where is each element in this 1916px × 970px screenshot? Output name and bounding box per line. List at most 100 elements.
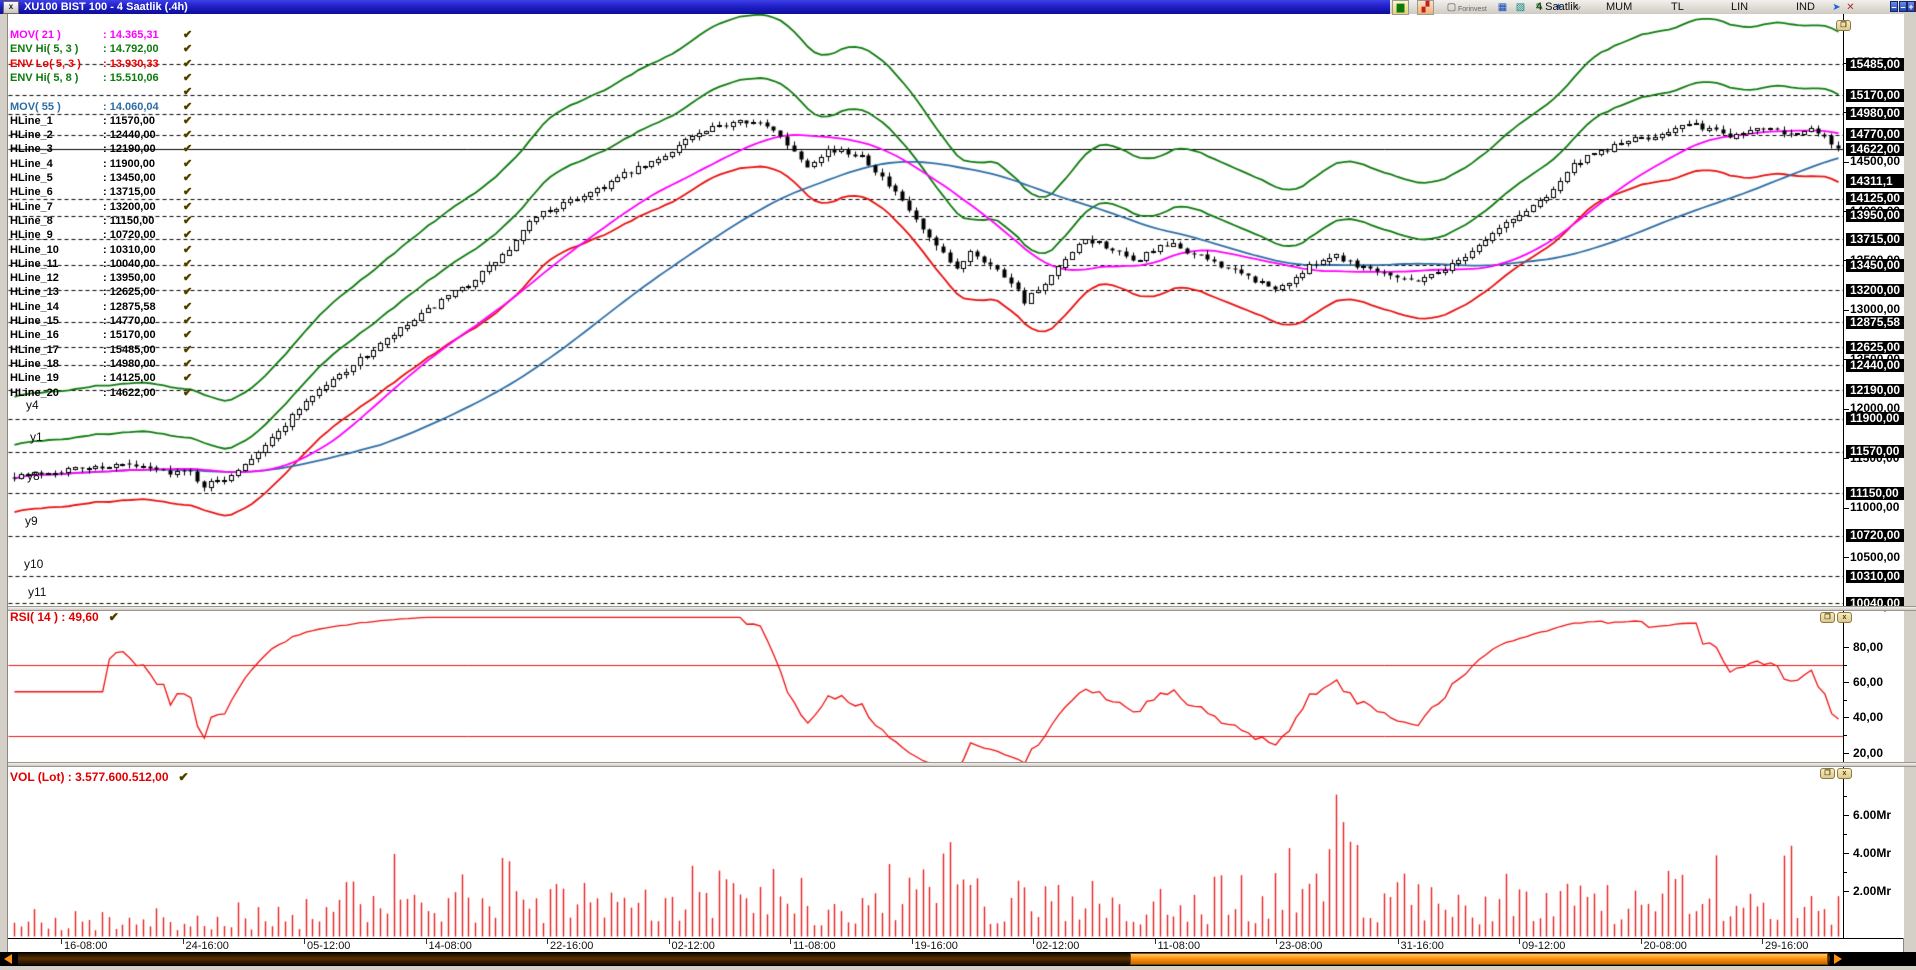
legend-check-icon[interactable]: ✔ [183,186,193,199]
template-icon[interactable]: ▧ [1515,2,1526,13]
time-tick [1033,939,1034,944]
trendline-handle-label[interactable]: y9 [25,514,38,528]
legend-check-icon[interactable]: ✔ [183,43,193,56]
scale-dropdown[interactable]: LIN [1731,1,1749,13]
trendline-handle-label[interactable]: y4 [26,398,39,412]
grid-layout-icon[interactable]: ▦ [1497,2,1508,13]
legend-check-icon[interactable]: ✔ [183,229,193,242]
rsi-panel-close-button[interactable]: x [1837,612,1852,623]
trendline-handle-label[interactable]: y8 [27,469,40,483]
legend-check-icon[interactable]: ✔ [183,329,193,342]
rsi-check-icon[interactable]: ✔ [108,610,119,624]
volume-chart[interactable] [8,768,1843,938]
window-minimize-button[interactable]: – [1890,1,1898,12]
legend-row[interactable]: HLine_1: 11570,00 ✔ [10,115,192,128]
legend-check-icon[interactable]: ✔ [183,57,193,70]
period-dropdown[interactable]: 4 Saatlik [1536,1,1579,13]
rsi-panel-restore-button[interactable]: ❐ [1820,612,1835,623]
legend-row[interactable]: HLine_17: 15485,00 ✔ [10,344,192,357]
legend-row[interactable]: ENV Hi( 5, 3 ): 14.792,00 ✔ [10,43,192,56]
legend-check-icon[interactable]: ✔ [183,386,193,399]
volume-check-icon[interactable]: ✔ [178,770,189,784]
legend-check-icon[interactable]: ✔ [183,29,193,41]
rsi-chart[interactable] [8,612,1843,766]
legend-row[interactable]: HLine_9: 10720,00 ✔ [10,229,192,242]
indicator-dropdown[interactable]: IND [1796,1,1815,13]
legend-row[interactable]: ENV Hi( 5, 8 ): 15.510,06 ✔ [10,72,192,85]
legend-row[interactable]: HLine_4: 11900,00 ✔ [10,158,192,171]
legend-row[interactable]: HLine_6: 13715,00 ✔ [10,186,192,199]
compass-star-icon[interactable]: ✦ [1554,2,1563,13]
legend-check-icon[interactable]: ✔ [183,86,193,99]
legend-row-label: ENV Hi( 5, 3 ) [10,43,79,56]
trendline-handle-label[interactable]: y10 [24,557,44,571]
legend-check-icon[interactable]: ✔ [183,129,193,142]
legend-check-icon[interactable]: ✔ [183,157,193,170]
legend-row[interactable]: HLine_19: 14125,00 ✔ [10,372,192,385]
legend-row[interactable]: HLine_14: 12875,58 ✔ [10,301,192,314]
trendline-handle-label[interactable]: y11 [28,585,47,599]
horizontal-scrollbar[interactable] [0,952,1916,966]
scroll-right-icon[interactable] [1834,954,1842,964]
scroll-left-icon[interactable] [4,954,12,964]
legend-row[interactable]: HLine_12: 13950,00 ✔ [10,272,192,285]
window-close-icon[interactable]: x [3,1,19,14]
page-icon[interactable]: ▢ [1446,2,1457,13]
legend-check-icon[interactable]: ✔ [183,100,193,113]
legend-row[interactable]: HLine_13: 12625,00 ✔ [10,286,192,299]
quote-board-icon[interactable]: ▞ [1417,0,1434,15]
chart-type-icon[interactable]: ▆ [1392,0,1409,15]
trendline-handle-label[interactable]: y1 [30,430,43,444]
legend-row[interactable]: MOV( 21 ): 14.365,31 ✔ [10,29,192,42]
legend-check-icon[interactable]: ✔ [183,71,193,84]
window-restore-button[interactable]: – [1899,1,1907,12]
legend-check-icon[interactable]: ✔ [183,300,193,313]
time-label: 19-16:00 [914,940,958,952]
legend-row[interactable]: HLine_2: 12440,00 ✔ [10,129,192,142]
currency-dropdown[interactable]: TL [1671,1,1684,13]
legend-check-icon[interactable]: ✔ [183,200,193,213]
legend-check-icon[interactable]: ✔ [183,286,193,299]
legend-row[interactable]: HLine_3: 12190,00 ✔ [10,143,192,156]
legend-row[interactable]: HLine_20: 14622,00 ✔ [10,387,192,400]
legend-row[interactable]: HLine_18: 14980,00 ✔ [10,358,192,371]
chart-style-dropdown[interactable]: MUM [1606,1,1633,13]
legend-row[interactable]: HLine_10: 10310,00 ✔ [10,244,192,257]
legend-row[interactable]: HLine_11: 10040,00 ✔ [10,258,192,271]
legend-row[interactable]: HLine_7: 13200,00 ✔ [10,201,192,214]
legend-row[interactable]: ENV Lo( 5, 3 ): 13.930,33 ✔ [10,58,192,71]
legend-row[interactable]: HLine_5: 13450,00 ✔ [10,172,192,185]
legend-check-icon[interactable]: ✔ [183,114,193,127]
legend-row[interactable]: HLine_15: 14770,00 ✔ [10,315,192,328]
scrollbar-thumb[interactable] [1130,953,1828,965]
legend-check-icon[interactable]: ✔ [183,372,193,385]
legend-check-icon[interactable]: ✔ [183,257,193,270]
legend-row[interactable]: HLine_16: 15170,00 ✔ [10,329,192,342]
draw-pencil-icon[interactable]: ✎ [1535,2,1544,13]
legend-check-icon[interactable]: ✔ [183,357,193,370]
window-maximize-button[interactable]: + [1907,1,1915,12]
cursor-arrow-icon[interactable]: ➤ [1832,2,1841,13]
candlestick-chart[interactable] [8,14,1843,610]
volume-panel-separator[interactable] [8,762,1916,767]
main-panel-restore-button[interactable]: ❐ [1836,20,1851,31]
legend-check-icon[interactable]: ✔ [183,214,193,227]
vol-panel-restore-button[interactable]: ❐ [1820,768,1835,779]
vol-panel-close-button[interactable]: x [1837,768,1852,779]
legend-check-icon[interactable]: ✔ [183,315,193,327]
legend-row[interactable]: ✔ [10,86,192,99]
legend-row[interactable]: MOV( 55 ): 14.060,04 ✔ [10,101,192,114]
right-scrollbar-strip[interactable] [1903,14,1916,952]
legend-check-icon[interactable]: ✔ [183,243,193,256]
hline-price-label: 13200,00 [1846,283,1904,297]
last-price-label: 14311,1 [1846,173,1904,188]
legend-row[interactable]: HLine_8: 11150,00 ✔ [10,215,192,228]
rsi-panel-separator[interactable] [8,606,1916,611]
legend-row-value: : 11900,00 [103,157,155,170]
legend-check-icon[interactable]: ✔ [183,272,193,285]
tools-icon[interactable]: ✕ [1846,2,1855,13]
legend-check-icon[interactable]: ✔ [183,172,193,184]
legend-check-icon[interactable]: ✔ [183,143,193,156]
indicator-line-icon[interactable]: ∿ [1573,2,1582,13]
legend-check-icon[interactable]: ✔ [183,343,193,356]
